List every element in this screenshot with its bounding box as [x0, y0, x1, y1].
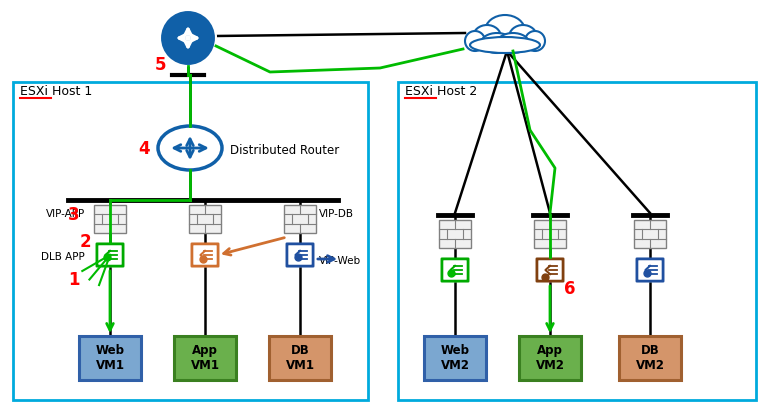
Text: 6: 6 — [564, 280, 575, 298]
Ellipse shape — [481, 33, 513, 53]
Text: VIP-Web: VIP-Web — [319, 256, 361, 266]
Bar — [634, 220, 666, 248]
Bar — [439, 220, 471, 248]
Text: Web
VM2: Web VM2 — [440, 344, 469, 372]
Text: ESXi Host 2: ESXi Host 2 — [405, 85, 477, 98]
FancyBboxPatch shape — [192, 244, 218, 266]
Bar — [284, 205, 316, 233]
Text: 3: 3 — [68, 206, 79, 224]
Text: 1: 1 — [68, 271, 79, 289]
Text: VIP-DB: VIP-DB — [319, 209, 354, 219]
Text: DB
VM2: DB VM2 — [636, 344, 665, 372]
Text: VIP-APP: VIP-APP — [46, 209, 85, 219]
FancyBboxPatch shape — [287, 244, 313, 266]
Bar — [174, 336, 236, 380]
Text: 2: 2 — [80, 233, 92, 251]
Circle shape — [185, 36, 190, 40]
Ellipse shape — [485, 15, 525, 47]
Ellipse shape — [497, 33, 529, 53]
Ellipse shape — [158, 126, 222, 170]
Text: Distributed Router: Distributed Router — [230, 144, 340, 157]
Bar — [189, 205, 221, 233]
Bar — [398, 82, 756, 400]
FancyBboxPatch shape — [637, 259, 663, 281]
Text: 5: 5 — [155, 56, 166, 74]
Bar — [269, 336, 331, 380]
Bar — [519, 336, 581, 380]
Text: 4: 4 — [138, 140, 150, 158]
FancyBboxPatch shape — [97, 244, 123, 266]
Ellipse shape — [470, 37, 540, 53]
Bar — [13, 82, 368, 400]
Text: Web
VM1: Web VM1 — [95, 344, 124, 372]
Ellipse shape — [473, 25, 501, 49]
Ellipse shape — [525, 31, 545, 51]
Bar — [94, 205, 126, 233]
Text: ESXi Host 1: ESXi Host 1 — [20, 85, 92, 98]
Bar — [424, 336, 486, 380]
Bar — [534, 220, 566, 248]
Text: App
VM1: App VM1 — [191, 344, 220, 372]
Bar — [79, 336, 141, 380]
Text: App
VM2: App VM2 — [536, 344, 565, 372]
Bar — [619, 336, 681, 380]
Text: DLB APP: DLB APP — [41, 252, 85, 262]
Text: DB
VM1: DB VM1 — [285, 344, 314, 372]
FancyBboxPatch shape — [442, 259, 468, 281]
Circle shape — [160, 10, 216, 66]
Ellipse shape — [509, 25, 537, 49]
FancyBboxPatch shape — [537, 259, 563, 281]
Ellipse shape — [465, 31, 485, 51]
